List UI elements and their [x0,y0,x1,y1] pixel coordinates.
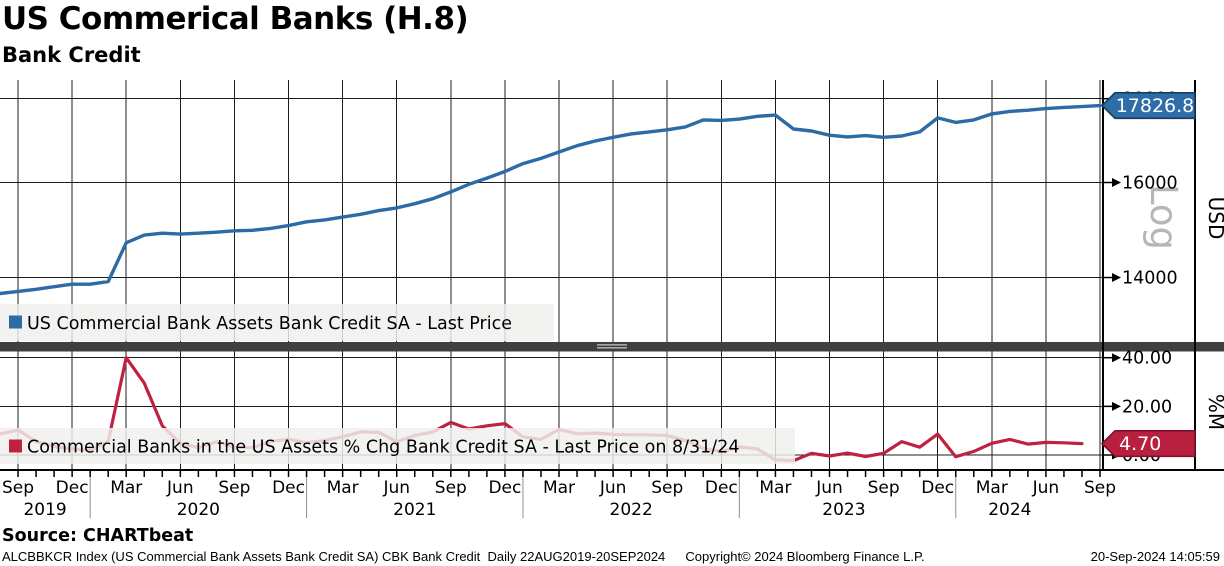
vertical-gridlines [17,80,1101,470]
footer-copyright: Copyright© 2024 Bloomberg Finance L.P. [685,549,925,564]
x-tick-label: Mar [976,478,1008,498]
pct-axis-title: %M [1204,394,1224,430]
x-year-label: 2019 [23,500,66,520]
panel-divider [0,342,1224,352]
footer-strip: ALCBBKCR Index (US Commercial Bank Asset… [0,549,1224,566]
x-tick-label: Sep [868,478,900,498]
top-legend[interactable]: US Commercial Bank Assets Bank Credit SA… [0,304,554,341]
y-tick-label: 14000 [1122,269,1178,289]
x-tick-label: Mar [543,478,575,498]
x-tick-label: Dec [488,478,521,498]
x-tick-label: Dec [272,478,305,498]
x-tick-label: Jun [1032,478,1060,498]
x-year-label: 2024 [988,500,1031,520]
y-tick-label: 16000 [1122,174,1178,194]
x-year-label: 2020 [177,500,220,520]
log-scale-watermark: Log [1142,184,1185,250]
x-tick-label: Mar [110,478,142,498]
x-tick-label: Dec [705,478,738,498]
x-tick-label: Sep [218,478,250,498]
y-tick-label: 40.00 [1122,349,1172,369]
blue-price-flag: 17826.8 [1100,91,1196,120]
x-tick-label: Sep [435,478,467,498]
x-year-label: 2021 [393,500,436,520]
x-tick-label: Jun [166,478,194,498]
bank-credit-line [0,103,1102,296]
legend-label: Commercial Banks in the US Assets % Chg … [27,438,739,458]
divider-drag-handle[interactable] [597,343,627,349]
x-year-label: 2023 [822,500,865,520]
svg-text:4.70: 4.70 [1119,433,1161,455]
bottom-legend[interactable]: Commercial Banks in the US Assets % Chg … [0,428,795,464]
x-year-label: 2022 [610,500,653,520]
x-tick-label: Mar [759,478,791,498]
legend-swatch [9,315,22,329]
x-tick-label: Sep [651,478,683,498]
legend-swatch [9,439,22,453]
footer-timestamp: 20-Sep-2024 14:05:59 [1090,549,1220,564]
x-tick-label: Jun [382,478,410,498]
usd-axis-title: USD [1204,197,1224,240]
red-price-flag: 4.70 [1100,429,1196,458]
y-tick-label: 20.00 [1122,397,1172,417]
x-tick-label: Sep [1084,478,1116,498]
x-tick-label: Dec [56,478,89,498]
x-tick-label: Dec [921,478,954,498]
chart-subtitle: Bank Credit [2,43,141,67]
x-tick-label: Sep [2,478,34,498]
x-tick-label: Jun [599,478,627,498]
x-axis: Sep Dec Mar Jun Sep Dec Mar Jun Sep Dec Mar Jun Sep D… [0,469,1224,520]
svg-text:17826.8: 17826.8 [1116,95,1195,117]
source-label: Source: CHARTbeat [2,526,194,546]
x-tick-label: Jun [815,478,843,498]
legend-label: US Commercial Bank Assets Bank Credit SA… [27,314,512,334]
footer-ticker-info: ALCBBKCR Index (US Commercial Bank Asset… [2,549,666,564]
page-title: US Commerical Banks (H.8) [2,1,469,37]
x-tick-label: Mar [327,478,359,498]
